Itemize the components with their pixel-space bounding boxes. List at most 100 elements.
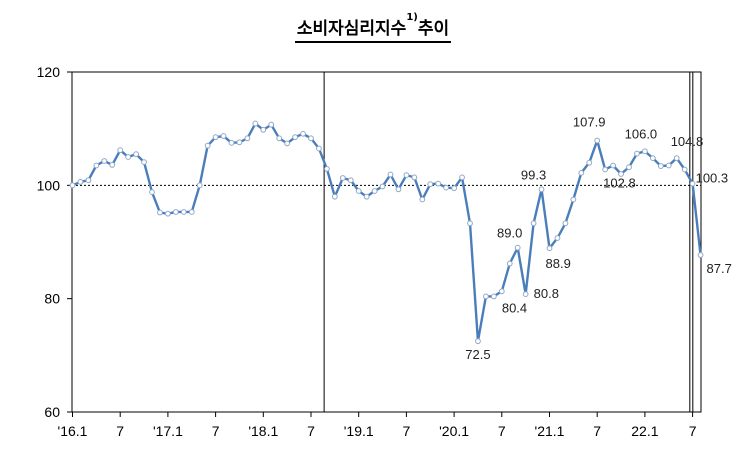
chart-title-main: 소비자심리지수	[296, 19, 407, 39]
data-point	[427, 181, 434, 188]
data-point	[188, 209, 195, 215]
y-tick-label: 80	[44, 291, 60, 307]
data-point	[180, 209, 187, 215]
x-tick-label: 7	[212, 423, 220, 439]
data-point	[268, 121, 275, 128]
x-tick-label: 7	[498, 423, 506, 439]
data-point	[331, 193, 338, 200]
data-point	[665, 162, 672, 169]
data-point	[634, 150, 640, 157]
x-tick-label: '20.1	[439, 423, 469, 439]
data-point	[435, 180, 442, 187]
data-point	[316, 145, 322, 152]
data-label: 99.3	[521, 167, 546, 182]
data-point	[570, 196, 577, 203]
data-point	[371, 188, 378, 194]
data-point	[125, 154, 132, 160]
data-point	[483, 293, 489, 300]
data-point	[141, 159, 147, 166]
data-point	[514, 244, 521, 251]
data-point	[467, 220, 473, 227]
data-point	[276, 135, 283, 142]
chart-title-tail: 추이	[417, 19, 450, 39]
data-label: 107.9	[573, 115, 606, 130]
data-point	[157, 209, 163, 216]
data-point	[522, 291, 529, 298]
data-point	[451, 185, 458, 192]
data-point	[562, 220, 569, 227]
data-point	[101, 158, 108, 164]
data-point	[618, 171, 624, 177]
x-tick-label: '19.1	[344, 423, 374, 439]
x-tick-label: 7	[689, 423, 697, 439]
chart-title-footnote-mark: 1)	[406, 12, 418, 23]
data-label: 104.8	[671, 134, 704, 149]
data-point	[498, 288, 505, 295]
data-point	[252, 120, 259, 127]
data-label: 87.7	[707, 261, 732, 276]
y-tick-label: 60	[44, 404, 60, 420]
data-point	[554, 235, 561, 241]
data-point	[626, 164, 632, 171]
labels-layer: 60 80 100 120 '16.1 7 '17.1 7 '18.1 7 '19.1 7 '20.1 7…	[37, 64, 732, 439]
data-point	[594, 137, 601, 144]
x-tick-label: '18.1	[248, 423, 278, 439]
data-point	[324, 166, 330, 172]
data-point	[689, 180, 696, 187]
data-point	[419, 196, 426, 203]
data-point	[292, 134, 299, 141]
data-label: 106.0	[625, 126, 658, 141]
data-point	[586, 159, 593, 166]
data-point	[220, 133, 227, 139]
data-point	[77, 179, 84, 185]
data-point	[657, 163, 664, 169]
data-point	[172, 209, 179, 215]
data-point	[339, 175, 346, 181]
data-label: 88.9	[546, 256, 571, 271]
data-point	[610, 162, 616, 169]
x-tick-label: 22.1	[631, 423, 658, 439]
x-tick-label: '21.1	[535, 423, 565, 439]
data-point	[379, 183, 386, 190]
data-label: 80.4	[502, 300, 527, 315]
x-tick-label: '17.1	[153, 423, 183, 439]
axes-layer	[67, 71, 702, 417]
data-point	[212, 134, 219, 141]
plot-frame	[71, 71, 702, 413]
data-point	[649, 155, 656, 162]
data-label: 89.0	[497, 226, 522, 241]
data-point	[300, 130, 306, 137]
data-point	[459, 174, 465, 181]
data-point	[363, 193, 370, 200]
data-point	[538, 186, 545, 193]
data-point	[546, 245, 553, 252]
data-point	[443, 184, 450, 191]
data-point	[149, 189, 155, 196]
data-label: 80.8	[534, 286, 559, 301]
data-point	[475, 338, 481, 345]
data-point	[69, 182, 76, 189]
data-point	[387, 171, 394, 178]
data-point	[133, 151, 140, 158]
series-line	[72, 122, 702, 343]
marks-layer	[69, 120, 704, 345]
y-tick-label: 100	[37, 177, 61, 193]
data-point	[204, 142, 211, 149]
data-point	[578, 169, 585, 176]
data-point	[85, 177, 92, 184]
y-tick-label: 120	[37, 64, 61, 80]
x-tick-label: 7	[307, 423, 315, 439]
data-point	[244, 135, 251, 142]
x-tick-label: 7	[403, 423, 411, 439]
data-point	[530, 220, 537, 227]
data-point	[395, 186, 402, 193]
data-point	[228, 139, 235, 146]
data-label: 72.5	[465, 347, 490, 362]
data-point	[308, 135, 314, 142]
data-point	[236, 139, 243, 146]
x-tick-label: '16.1	[58, 423, 88, 439]
x-tick-label: 7	[593, 423, 601, 439]
data-point	[109, 162, 116, 168]
data-point	[602, 166, 609, 173]
